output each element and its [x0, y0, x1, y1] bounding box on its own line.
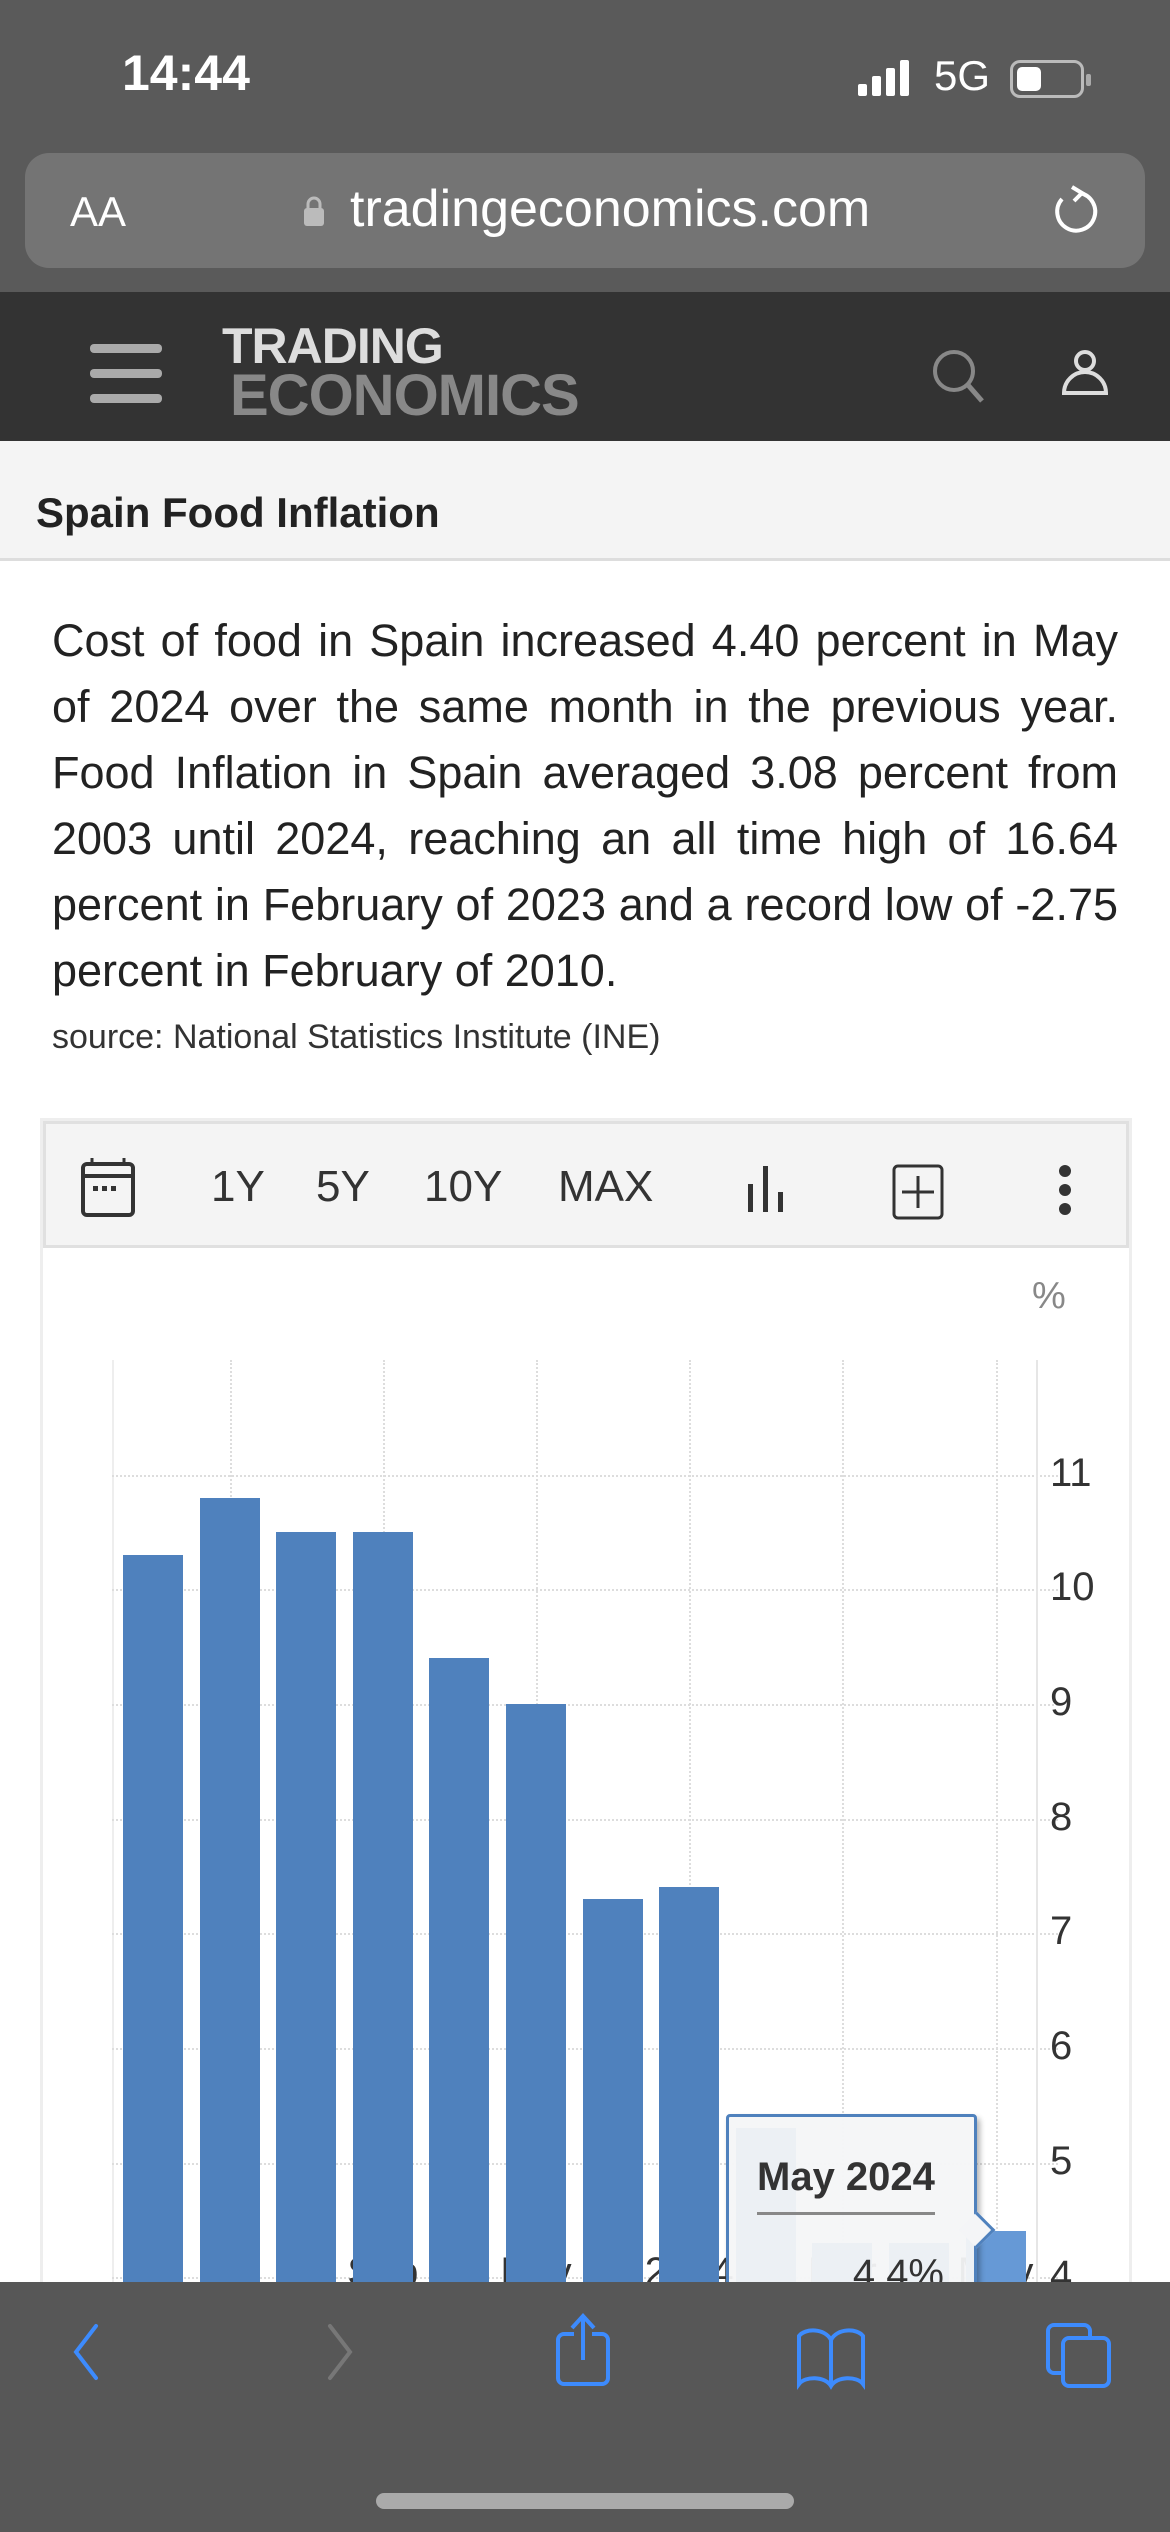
y-gridline	[112, 1704, 1058, 1706]
tabs-icon[interactable]	[1045, 2322, 1113, 2390]
x-gridline	[995, 1360, 998, 2392]
network-type: 5G	[934, 52, 991, 99]
forward-icon[interactable]	[320, 2322, 360, 2382]
back-icon[interactable]	[66, 2322, 106, 2382]
range-max-button[interactable]: MAX	[558, 1162, 654, 1211]
url-text[interactable]: tradingeconomics.com	[350, 180, 871, 238]
calendar-icon[interactable]	[80, 1158, 136, 1218]
range-10y-button[interactable]: 10Y	[424, 1162, 503, 1211]
browser-toolbar	[0, 2282, 1170, 2532]
battery-icon	[1010, 60, 1091, 98]
address-bar[interactable]: AA tradingeconomics.com	[25, 153, 1145, 268]
logo[interactable]: TRADING	[222, 318, 444, 374]
share-icon[interactable]	[550, 2312, 616, 2388]
y-tick-label: 6	[1050, 2024, 1073, 2068]
more-options-icon[interactable]	[1058, 1164, 1072, 1216]
page-title-bar: Spain Food Inflation	[0, 441, 1170, 561]
logo-line-2[interactable]: ECONOMICS	[230, 363, 580, 428]
chart-type-icon[interactable]	[746, 1164, 786, 1212]
bar-jun-2023[interactable]	[123, 1554, 183, 2392]
bar-nov-2023[interactable]	[506, 1704, 566, 2392]
home-indicator[interactable]	[376, 2493, 794, 2509]
y-tick-label: 8	[1050, 1794, 1073, 1839]
y-tick-label: 9	[1050, 1680, 1073, 1724]
text-size-button[interactable]: AA	[70, 188, 127, 235]
page-title: Spain Food Inflation	[36, 489, 440, 536]
unit-label: %	[1032, 1275, 1066, 1317]
tooltip-date: May 2024	[757, 2155, 935, 2215]
y-gridline	[112, 1589, 1058, 1592]
y-tick-label: 5	[1050, 2138, 1073, 2183]
source-text: source: National Statistics Institute (I…	[52, 1018, 661, 1056]
chart-toolbar: 1Y 5Y 10Y MAX	[43, 1121, 1129, 1248]
y-gridline	[112, 1474, 1058, 1477]
description: Cost of food in Spain increased 4.40 per…	[52, 615, 1118, 996]
lock-icon	[304, 196, 324, 226]
y-tick-label: 11	[1050, 1450, 1092, 1495]
chart-container: 1Y 5Y 10Y MAX	[40, 1118, 1132, 2298]
search-icon[interactable]	[930, 347, 990, 407]
signal-icon	[858, 60, 909, 96]
user-icon[interactable]	[1060, 347, 1110, 397]
site-header: TRADING ECONOMICS	[0, 292, 1170, 441]
y-tick-label: 7	[1050, 1909, 1073, 1954]
range-1y-button[interactable]: 1Y	[211, 1162, 265, 1211]
range-5y-button[interactable]: 5Y	[316, 1162, 370, 1211]
menu-icon[interactable]	[90, 344, 162, 419]
y-gridline	[112, 1818, 1058, 1821]
y-axis-line	[1036, 1360, 1038, 2394]
y-tick-label: 10	[1050, 1565, 1095, 1610]
add-compare-icon[interactable]	[892, 1164, 944, 1220]
x-gridline	[689, 1360, 692, 2392]
bar-jul-2023[interactable]	[199, 1497, 260, 2392]
bar-aug-2023[interactable]	[276, 1532, 337, 2392]
x-gridline	[842, 1360, 845, 2392]
reload-icon[interactable]	[1050, 183, 1100, 239]
bar-sep-2023[interactable]	[352, 1532, 413, 2392]
clock: 14:44	[122, 45, 250, 101]
bar-oct-2023[interactable]	[429, 1658, 490, 2392]
bookmarks-icon[interactable]	[795, 2326, 867, 2390]
